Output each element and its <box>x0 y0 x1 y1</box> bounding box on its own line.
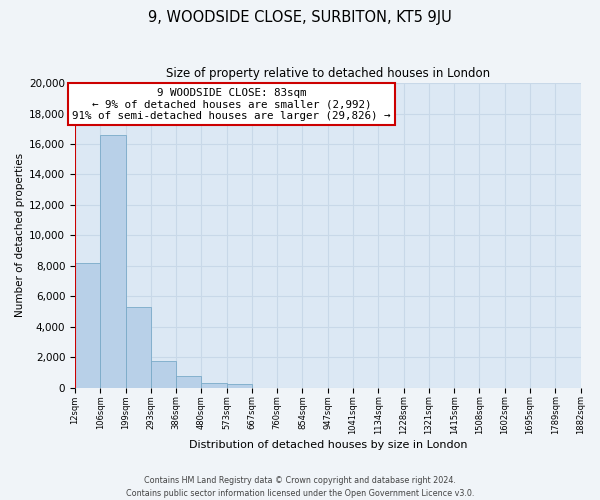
Bar <box>151 361 176 388</box>
Text: 9, WOODSIDE CLOSE, SURBITON, KT5 9JU: 9, WOODSIDE CLOSE, SURBITON, KT5 9JU <box>148 10 452 25</box>
Text: 9 WOODSIDE CLOSE: 83sqm
← 9% of detached houses are smaller (2,992)
91% of semi-: 9 WOODSIDE CLOSE: 83sqm ← 9% of detached… <box>73 88 391 121</box>
X-axis label: Distribution of detached houses by size in London: Distribution of detached houses by size … <box>188 440 467 450</box>
Bar <box>202 384 227 388</box>
Y-axis label: Number of detached properties: Number of detached properties <box>15 154 25 318</box>
Text: Contains HM Land Registry data © Crown copyright and database right 2024.
Contai: Contains HM Land Registry data © Crown c… <box>126 476 474 498</box>
Title: Size of property relative to detached houses in London: Size of property relative to detached ho… <box>166 68 490 80</box>
Bar <box>125 307 151 388</box>
Bar <box>75 263 100 388</box>
Bar <box>176 376 202 388</box>
Bar <box>227 384 252 388</box>
Bar <box>100 135 125 388</box>
